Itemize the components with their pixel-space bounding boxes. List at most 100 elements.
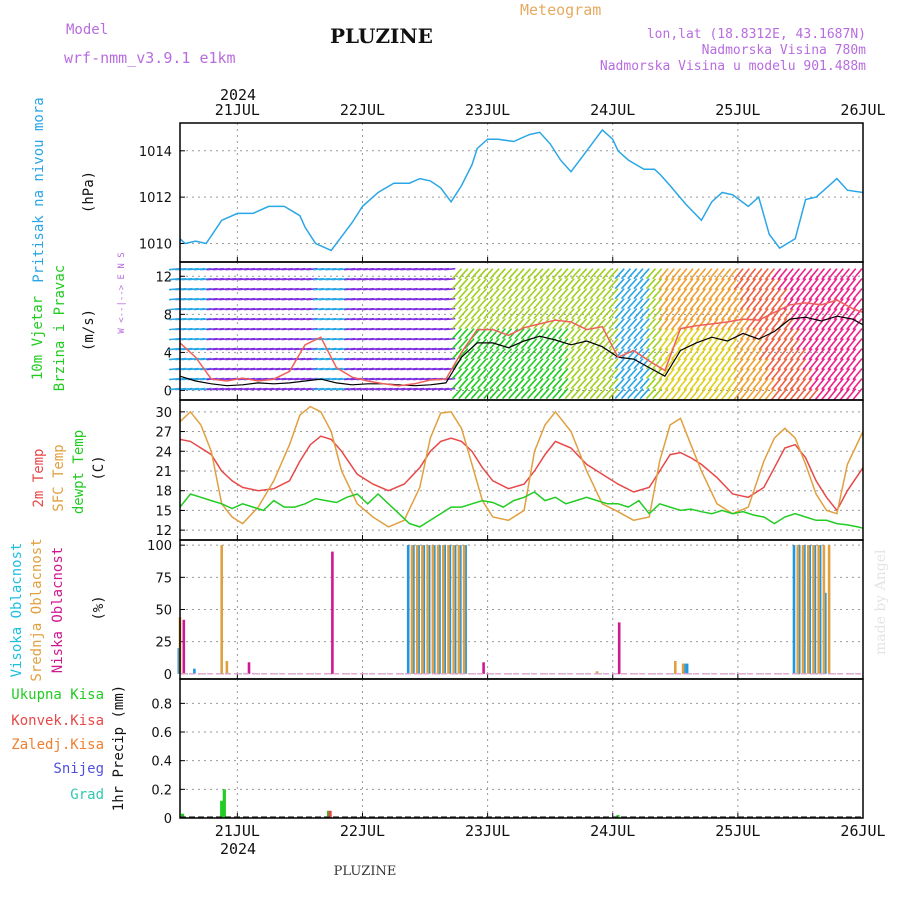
wind-barb bbox=[739, 298, 750, 311]
wind-barb bbox=[458, 348, 469, 360]
wind-barb bbox=[645, 328, 657, 340]
wind-barb bbox=[483, 278, 494, 290]
wind-barb bbox=[839, 268, 851, 281]
wind-barb bbox=[558, 358, 569, 370]
wind-barb bbox=[808, 328, 819, 341]
wind-barb bbox=[639, 328, 650, 340]
wind-barb bbox=[577, 278, 588, 290]
wind-barb bbox=[489, 348, 500, 360]
wind-barb bbox=[552, 358, 563, 370]
wind-barb bbox=[764, 348, 775, 361]
wind-barb bbox=[664, 358, 675, 371]
wind-barb bbox=[627, 348, 638, 360]
wind-barb bbox=[595, 368, 607, 380]
wind-barb bbox=[589, 368, 600, 380]
wind-barb bbox=[476, 348, 488, 360]
wind-barb bbox=[570, 298, 582, 310]
series-line bbox=[179, 491, 864, 529]
wind-barb bbox=[758, 288, 769, 301]
wind-barb bbox=[444, 347, 456, 351]
wind-barb bbox=[552, 348, 563, 360]
wind-barb bbox=[451, 368, 463, 380]
wind-barb bbox=[689, 308, 700, 321]
wind-barb bbox=[670, 318, 682, 331]
wind-barb bbox=[702, 388, 713, 401]
wind-barb bbox=[833, 338, 844, 351]
wind-barb bbox=[514, 268, 525, 280]
wind-barb bbox=[771, 328, 782, 341]
wind-barb bbox=[764, 338, 775, 351]
wind-barb bbox=[639, 278, 650, 290]
wind-barb bbox=[564, 328, 575, 340]
wind-barb bbox=[508, 368, 519, 380]
wind-barb bbox=[558, 278, 569, 290]
wind-barb bbox=[444, 307, 456, 311]
wind-barb bbox=[814, 328, 826, 341]
wind-barb bbox=[652, 308, 663, 320]
wind-barb bbox=[745, 288, 757, 301]
wind-barb bbox=[771, 338, 782, 351]
wind-barb bbox=[733, 288, 744, 301]
bar bbox=[436, 545, 440, 674]
wind-barb bbox=[708, 278, 719, 291]
wind-barb bbox=[839, 378, 851, 391]
wind-barb bbox=[645, 288, 657, 300]
wind-barb bbox=[627, 378, 638, 390]
wind-barb bbox=[620, 388, 632, 400]
wind-barb bbox=[589, 388, 600, 400]
wind-barb bbox=[451, 308, 463, 320]
bar bbox=[438, 545, 441, 674]
wind-barb bbox=[758, 378, 769, 391]
wind-barb bbox=[514, 318, 525, 330]
wind-barb bbox=[695, 388, 707, 401]
wind-barb bbox=[727, 338, 738, 351]
day-label-bottom: 22JUL bbox=[340, 822, 385, 840]
wind-barb bbox=[670, 268, 682, 281]
wind-barb bbox=[752, 388, 763, 401]
wind-barb bbox=[658, 308, 669, 321]
wind-barb bbox=[695, 318, 707, 331]
wind-barb bbox=[489, 298, 500, 310]
wind-barb bbox=[545, 328, 556, 340]
bar bbox=[482, 662, 485, 674]
day-label-top: 22JUL bbox=[340, 101, 385, 119]
wind-barb bbox=[545, 278, 556, 290]
wind-barb bbox=[495, 308, 506, 320]
wind-barb bbox=[545, 348, 556, 360]
wind-barb bbox=[846, 278, 857, 291]
wind-barb bbox=[608, 268, 619, 280]
bar bbox=[412, 545, 415, 674]
cloud-side-label-3: Niska Oblacnost bbox=[50, 547, 66, 673]
wind-barb bbox=[802, 318, 813, 331]
wind-barb bbox=[614, 368, 625, 380]
wind-barb bbox=[664, 328, 675, 341]
wind-barb bbox=[577, 388, 588, 400]
wind-barb bbox=[476, 308, 488, 320]
wind-barb bbox=[739, 318, 750, 331]
bar bbox=[807, 545, 810, 674]
wind-barb bbox=[458, 378, 469, 390]
wind-barb bbox=[677, 378, 688, 391]
wind-barb bbox=[708, 348, 719, 361]
wind-barb bbox=[608, 328, 619, 340]
wind-barb bbox=[739, 358, 750, 371]
wind-barb bbox=[802, 328, 813, 341]
panel-frame bbox=[179, 122, 864, 263]
bar bbox=[681, 663, 685, 674]
wind-barb bbox=[552, 278, 563, 290]
wind-barb bbox=[458, 308, 469, 320]
wind-barb bbox=[664, 338, 675, 351]
wind-barb bbox=[652, 268, 663, 280]
wind-barb bbox=[583, 338, 594, 350]
wind-barb bbox=[483, 268, 494, 280]
wind-barb bbox=[783, 388, 794, 401]
wind-barb bbox=[802, 368, 813, 381]
wind-barb bbox=[527, 328, 538, 340]
wind-barb bbox=[552, 378, 563, 390]
wind-barb bbox=[645, 338, 657, 350]
wind-barb bbox=[570, 358, 582, 370]
wind-barb bbox=[752, 278, 763, 291]
bar bbox=[459, 545, 462, 674]
wind-barb bbox=[495, 268, 506, 280]
wind-barb bbox=[689, 298, 700, 311]
